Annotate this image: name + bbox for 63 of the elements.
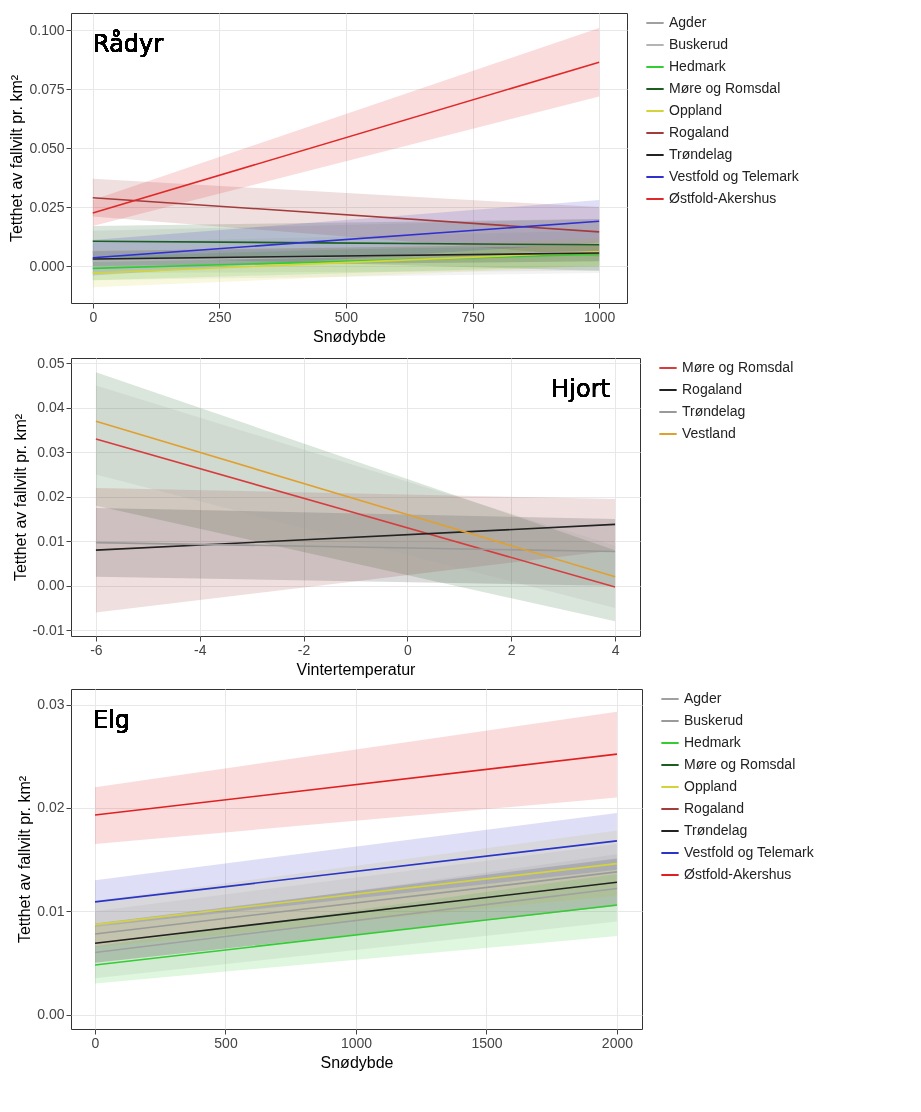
legend-label: Agder	[669, 14, 707, 30]
legend-label: Vestfold og Telemark	[669, 168, 800, 184]
legend-label: Rogaland	[669, 124, 729, 140]
legend-label: Møre og Romsdal	[669, 80, 781, 96]
legend-label: Vestland	[682, 425, 736, 441]
x-tick-label: -2	[297, 641, 311, 658]
x-axis-title: Snødybde	[320, 1053, 394, 1071]
y-tick-label: 0.100	[29, 21, 65, 38]
legend-label: Møre og Romsdal	[682, 359, 794, 375]
x-tick-label: 0	[404, 641, 413, 658]
legend-label: Østfold-Akershus	[684, 866, 792, 882]
legend-label: Trøndelag	[684, 822, 748, 838]
y-tick-label: 0.025	[29, 198, 65, 215]
legend-label: Møre og Romsdal	[684, 756, 796, 772]
x-tick-label: 750	[461, 308, 485, 325]
legend-label: Buskerud	[684, 712, 744, 728]
legend-label: Trøndelag	[682, 403, 746, 419]
legend-label: Oppland	[669, 102, 722, 118]
x-tick-label: 2000	[601, 1034, 634, 1051]
y-tick-label: 0.000	[29, 257, 65, 274]
annotation: Rådyr	[93, 29, 164, 58]
x-tick-label: 500	[214, 1034, 238, 1051]
x-axis-title: Vintertemperatur	[296, 660, 417, 678]
x-tick-label: 2	[507, 641, 516, 658]
legend-label: Hedmark	[669, 58, 727, 74]
legend-label: Oppland	[684, 778, 737, 794]
y-axis-title: Tetthet av fallvilt pr. km²	[11, 413, 29, 582]
y-tick-label: 0.05	[37, 354, 65, 371]
y-tick-label: 0.050	[29, 139, 65, 156]
annotation: Elg	[93, 706, 131, 734]
x-tick-label: 0	[89, 308, 98, 325]
y-tick-label: 0.00	[37, 1006, 65, 1023]
legend-label: Rogaland	[684, 800, 744, 816]
x-tick-label: 1000	[584, 308, 616, 325]
y-tick-label: 0.03	[37, 443, 65, 460]
y-tick-label: -0.01	[32, 621, 65, 638]
legend-label: Agder	[684, 690, 722, 706]
y-tick-label: 0.03	[37, 696, 65, 712]
annotation: Hjort	[551, 375, 610, 403]
legend-label: Østfold-Akershus	[669, 190, 777, 206]
legend-label: Buskerud	[669, 36, 729, 52]
y-tick-label: 0.02	[37, 799, 65, 816]
y-tick-label: 0.00	[37, 577, 65, 594]
y-tick-label: 0.01	[37, 532, 65, 549]
y-tick-label: 0.075	[29, 80, 65, 97]
legend-label: Rogaland	[682, 381, 742, 397]
x-tick-label: 4	[611, 641, 620, 658]
y-tick-label: 0.02	[37, 488, 65, 505]
y-axis-title: Tetthet av fallvilt pr. km²	[16, 775, 34, 944]
y-tick-label: 0.04	[37, 399, 65, 416]
y-axis-title: Tetthet av fallvilt pr. km²	[8, 74, 26, 243]
y-tick-label: 0.01	[37, 902, 65, 919]
x-tick-label: -4	[194, 641, 207, 658]
x-tick-label: 1000	[340, 1034, 373, 1051]
legend-label: Trøndelag	[669, 146, 733, 162]
x-tick-label: 1500	[471, 1034, 503, 1051]
x-tick-label: 250	[208, 308, 232, 325]
x-axis-title: Snødybde	[313, 327, 387, 345]
x-tick-label: -6	[90, 641, 103, 658]
x-tick-label: 0	[91, 1034, 100, 1051]
legend-label: Vestfold og Telemark	[684, 844, 815, 860]
legend-label: Hedmark	[684, 734, 742, 750]
x-tick-label: 500	[334, 308, 359, 325]
